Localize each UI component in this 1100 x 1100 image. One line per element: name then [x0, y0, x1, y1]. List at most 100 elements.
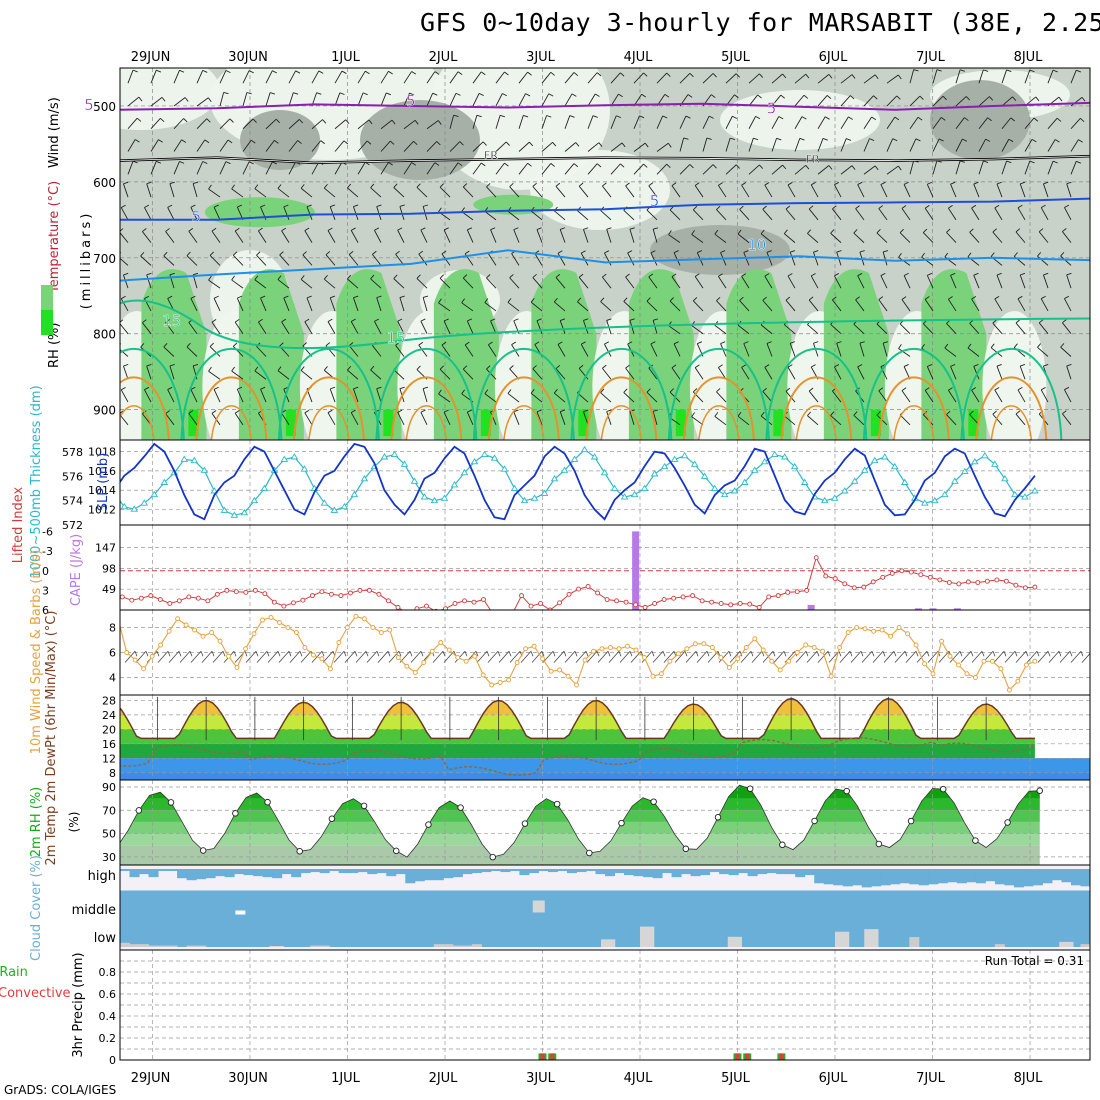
wind-barb — [859, 342, 865, 357]
wind-barb — [789, 252, 796, 266]
wind-barb-flag — [673, 250, 679, 254]
wind10m-barb — [498, 650, 510, 663]
wind10m-barb-flag — [838, 651, 842, 657]
wind-barb — [490, 320, 497, 334]
cape-bar — [953, 608, 961, 610]
data-point — [135, 807, 143, 814]
wind-barb — [702, 115, 710, 129]
wind10m-barb — [531, 650, 543, 663]
data-point — [404, 663, 410, 669]
cloud-high-bar — [643, 869, 654, 878]
wind-barb-flag — [123, 363, 129, 367]
rh-green-mid — [204, 197, 315, 228]
cloud-low-patch — [864, 929, 879, 947]
wind-barb-flag — [903, 181, 909, 185]
temp-contour-15 — [960, 348, 1063, 440]
wind-barb — [163, 346, 175, 357]
time-label-top: 8JUL — [1014, 50, 1044, 65]
wind-barb — [737, 233, 750, 243]
data-point — [820, 648, 826, 654]
wind-barb-flag — [683, 137, 689, 140]
wind-barb-flag — [834, 273, 840, 277]
wind-barb-flag — [990, 343, 995, 348]
wind-barb — [288, 161, 296, 175]
data-point — [200, 466, 209, 473]
precip-conv-bar — [779, 1053, 784, 1060]
data-point — [641, 655, 647, 660]
wind-barb-flag — [304, 227, 310, 231]
data-point — [290, 600, 296, 606]
wind-barb — [922, 323, 934, 335]
wind-barb-flag — [169, 363, 175, 367]
wind-barb-flag — [992, 319, 997, 324]
wind-barb — [449, 162, 459, 175]
cloud-low-bar — [158, 945, 169, 947]
wind-barb — [600, 210, 612, 221]
wind-barb-flag — [434, 71, 440, 75]
wind10m-barb-flag — [970, 651, 974, 657]
rh-bright-band — [285, 409, 296, 437]
wind10m-barb — [905, 650, 917, 663]
wind-barb-flag — [507, 298, 512, 303]
data-point — [320, 499, 329, 506]
wind-barb — [587, 72, 598, 84]
wind-barb — [472, 162, 482, 175]
data-point — [973, 675, 978, 680]
cloud-high-bar — [909, 869, 920, 885]
wind-barb — [213, 298, 221, 312]
wind-barb — [144, 389, 152, 403]
wind-barb-flag — [1064, 295, 1070, 299]
wind-barb-flag — [234, 227, 240, 232]
wind-barb-flag — [416, 365, 421, 370]
wind-barb-flag — [167, 386, 173, 390]
wind-barb-flag — [350, 318, 356, 322]
wind-barb-flag — [293, 92, 299, 95]
data-point — [540, 489, 549, 496]
cloud-low-bar — [462, 945, 473, 947]
wind-barb-flag — [782, 164, 787, 170]
data-point — [260, 484, 269, 492]
wind-barb — [1070, 96, 1083, 107]
wind-barb — [395, 345, 405, 357]
wind-barb-flag — [718, 182, 723, 186]
wind-barb-flag — [502, 93, 508, 97]
temperature-contour — [120, 249, 1090, 282]
wind-barb — [702, 164, 714, 175]
wind-barb — [399, 297, 405, 312]
wind-barb — [633, 142, 646, 152]
wind-barb — [403, 162, 413, 175]
wind10m-barb-flag — [376, 651, 380, 657]
precip-tick: 0.8 — [99, 966, 117, 979]
wind-barb-flag — [578, 182, 584, 187]
wind-barb-flag — [606, 409, 612, 412]
wind-barb-flag — [778, 116, 784, 120]
wind10m-barb-flag — [959, 651, 963, 657]
wind10m-barb-flag — [1058, 651, 1062, 657]
temp-contour-25 — [120, 405, 155, 440]
wind10m-barb-flag — [629, 651, 633, 657]
wind-barb-flag — [165, 410, 170, 414]
wind-barb-flag — [924, 205, 930, 209]
wind-barb-flag — [438, 298, 442, 304]
wind-barb — [679, 115, 687, 129]
temp-tick: 12 — [102, 752, 116, 765]
time-label-top: 2JUL — [429, 50, 459, 65]
data-point — [700, 472, 709, 479]
wind-barb — [741, 184, 750, 198]
wind-barb-flag — [577, 297, 582, 303]
data-point — [913, 642, 919, 648]
wind-barb — [679, 164, 691, 175]
wind-barb-flag — [327, 318, 333, 322]
cloud-high-bar — [852, 869, 863, 886]
wind-barb — [167, 207, 175, 221]
wind-barb-flag — [441, 250, 447, 255]
data-point — [616, 646, 622, 652]
wind-barb — [646, 209, 658, 221]
wind10m-barb — [179, 650, 191, 663]
data-point — [880, 453, 889, 460]
time-label-top: 1JUL — [331, 50, 361, 65]
wind-barb-flag — [120, 410, 124, 414]
wind-barb — [257, 230, 267, 243]
wind10m-barb — [993, 650, 1005, 663]
wind-barb-flag — [1062, 410, 1067, 415]
